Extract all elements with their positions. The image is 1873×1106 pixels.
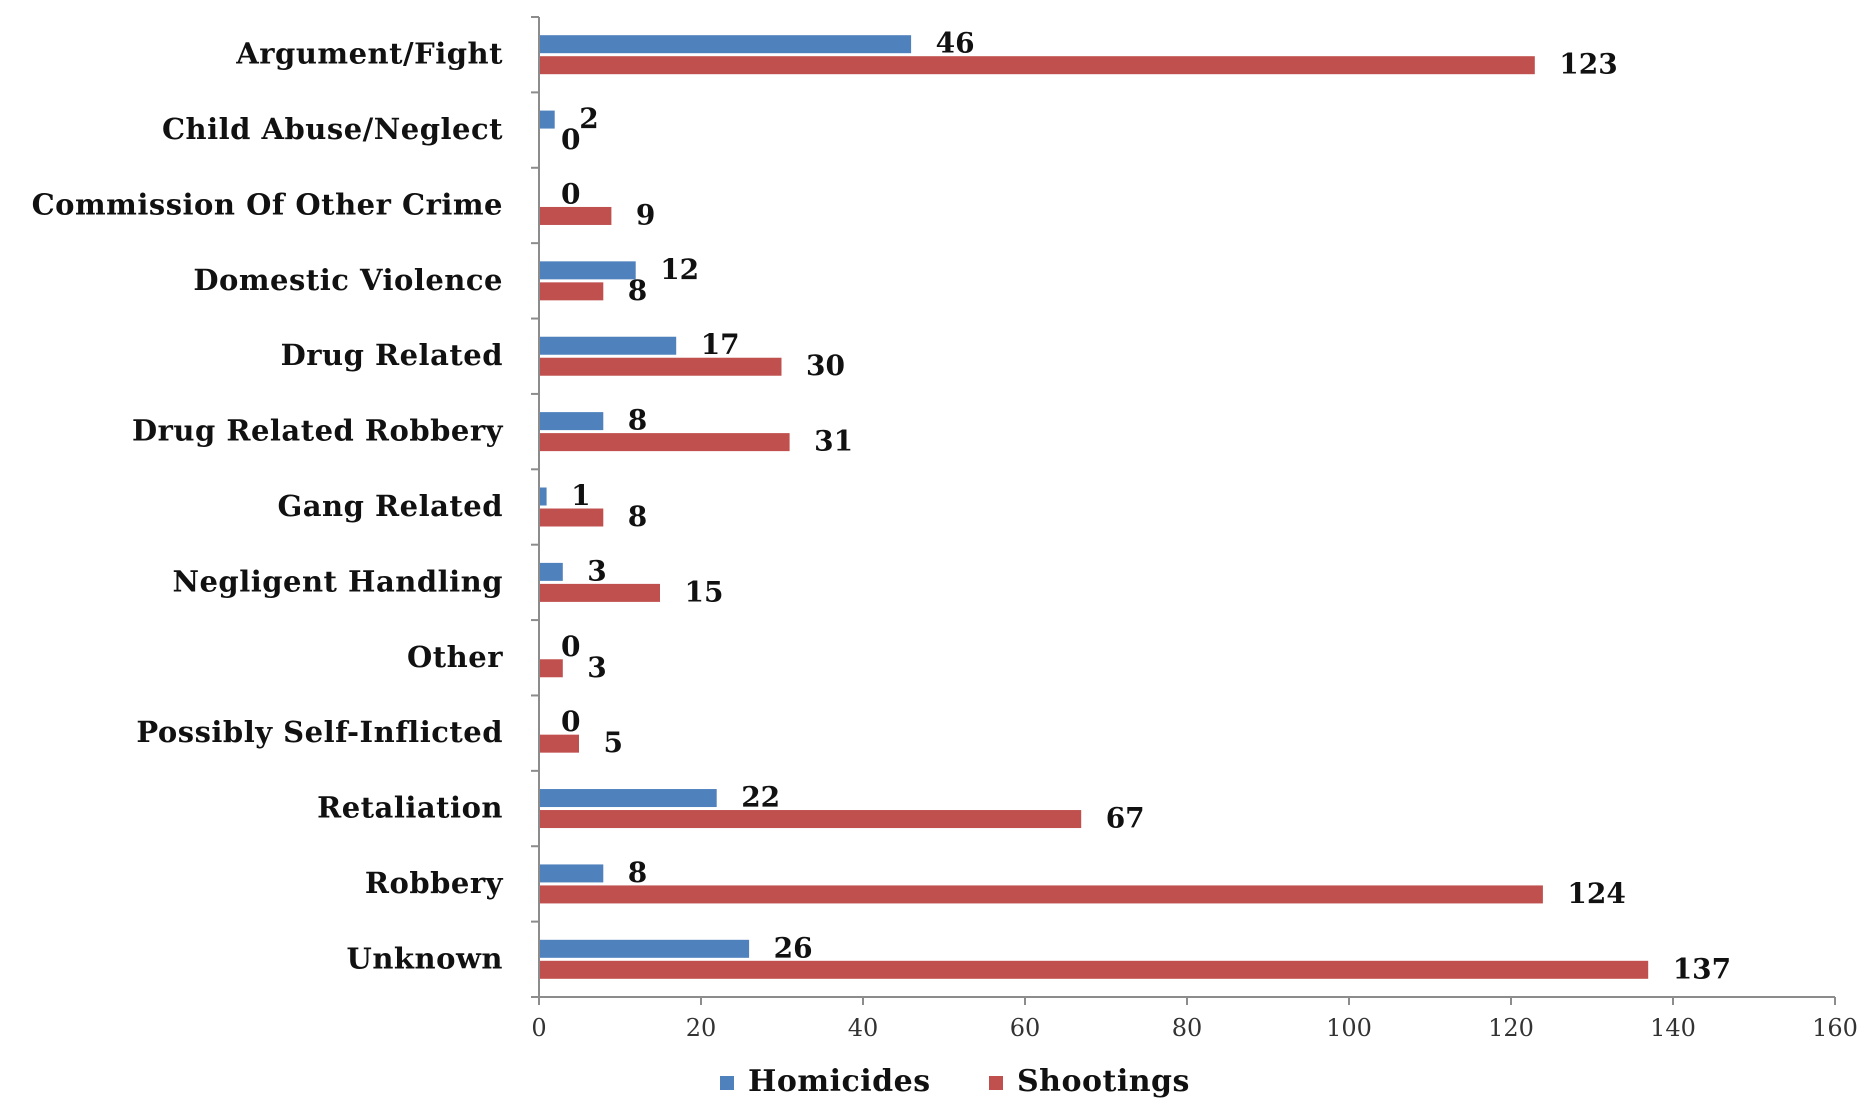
bar-homicides-robbery xyxy=(538,863,605,884)
bar-homicides-drug-related-robbery xyxy=(538,411,605,432)
data-label-shootings-drug-related: 30 xyxy=(806,349,845,382)
data-label-shootings-commission-of-other-crime: 9 xyxy=(636,198,655,231)
bar-homicides-drug-related xyxy=(538,335,678,356)
data-label-shootings-gang-related: 8 xyxy=(628,500,647,533)
category-label-negligent-handling: Negligent Handling xyxy=(172,564,503,598)
data-label-shootings-other: 3 xyxy=(587,651,606,684)
category-label-unknown: Unknown xyxy=(347,941,503,975)
category-label-argument-fight: Argument/Fight xyxy=(235,37,503,71)
data-label-homicides-unknown: 26 xyxy=(774,931,813,964)
category-labels: Argument/Fight Child Abuse/Neglect Commiss… xyxy=(32,37,504,976)
data-label-shootings-unknown: 137 xyxy=(1673,952,1731,985)
legend-swatch-shootings xyxy=(989,1076,1003,1090)
bar-shootings-other xyxy=(538,658,564,679)
legend: Homicides Shootings xyxy=(720,1064,1190,1099)
category-label-drug-related: Drug Related xyxy=(281,338,503,372)
bar-shootings-domestic-violence xyxy=(538,281,605,302)
data-label-homicides-drug-related-robbery: 8 xyxy=(628,404,647,437)
bar-homicides-gang-related xyxy=(538,486,548,507)
bar-shootings-robbery xyxy=(538,884,1544,905)
category-label-commission-of-other-crime: Commission Of Other Crime xyxy=(32,187,503,221)
legend-label-homicides: Homicides xyxy=(748,1064,931,1099)
x-axis-ticks: 0 20 40 60 80 100 120 140 160 xyxy=(531,997,1858,1042)
bar-homicides-negligent-handling xyxy=(538,561,564,582)
x-tick-label-60: 60 xyxy=(1010,1014,1041,1042)
axes xyxy=(531,16,1835,998)
data-label-homicides-gang-related: 1 xyxy=(571,479,590,512)
x-tick-label-160: 160 xyxy=(1812,1014,1858,1042)
data-label-homicides-other: 0 xyxy=(561,630,580,663)
category-label-child-abuse-neglect: Child Abuse/Neglect xyxy=(162,112,503,146)
category-label-retaliation: Retaliation xyxy=(317,791,503,825)
x-tick-label-120: 120 xyxy=(1488,1014,1534,1042)
data-label-shootings-negligent-handling: 15 xyxy=(685,575,724,608)
data-label-homicides-possibly-self-inflicted: 0 xyxy=(561,705,580,738)
data-label-homicides-negligent-handling: 3 xyxy=(587,554,606,587)
bar-shootings-drug-related xyxy=(538,356,783,377)
bar-homicides-retaliation xyxy=(538,788,718,809)
category-label-gang-related: Gang Related xyxy=(278,489,504,523)
category-label-other: Other xyxy=(407,640,503,674)
legend-label-shootings: Shootings xyxy=(1017,1064,1190,1099)
x-tick-label-100: 100 xyxy=(1326,1014,1372,1042)
bar-homicides-domestic-violence xyxy=(538,260,637,281)
bar-shootings-unknown xyxy=(538,959,1650,980)
category-label-robbery: Robbery xyxy=(365,866,504,900)
bar-homicides-child-abuse-neglect xyxy=(538,109,556,130)
data-label-shootings-possibly-self-inflicted: 5 xyxy=(604,726,623,759)
x-tick-label-40: 40 xyxy=(848,1014,879,1042)
data-label-homicides-child-abuse-neglect: 2 xyxy=(579,102,598,135)
category-label-possibly-self-inflicted: Possibly Self-Inflicted xyxy=(136,715,503,749)
data-label-shootings-retaliation: 67 xyxy=(1106,802,1145,835)
x-tick-label-0: 0 xyxy=(531,1014,546,1042)
data-labels: 4612320091281730831183150305226781242613… xyxy=(561,27,1731,986)
x-tick-label-20: 20 xyxy=(686,1014,717,1042)
bars xyxy=(538,34,1650,980)
data-label-shootings-argument-fight: 123 xyxy=(1559,48,1617,81)
bar-homicides-argument-fight xyxy=(538,34,913,55)
category-label-domestic-violence: Domestic Violence xyxy=(193,263,503,297)
data-label-shootings-domestic-violence: 8 xyxy=(628,274,647,307)
data-label-homicides-drug-related: 17 xyxy=(701,328,740,361)
data-label-shootings-robbery: 124 xyxy=(1567,877,1625,910)
data-label-homicides-robbery: 8 xyxy=(628,856,647,889)
x-tick-label-80: 80 xyxy=(1172,1014,1203,1042)
data-label-shootings-drug-related-robbery: 31 xyxy=(814,425,853,458)
data-label-homicides-argument-fight: 46 xyxy=(936,27,975,60)
data-label-shootings-child-abuse-neglect: 0 xyxy=(561,123,580,156)
bar-homicides-unknown xyxy=(538,938,751,959)
data-label-homicides-retaliation: 22 xyxy=(741,781,780,814)
bar-shootings-argument-fight xyxy=(538,55,1536,76)
x-tick-label-140: 140 xyxy=(1650,1014,1696,1042)
category-label-drug-related-robbery: Drug Related Robbery xyxy=(132,414,504,448)
data-label-homicides-commission-of-other-crime: 0 xyxy=(561,177,580,210)
legend-swatch-homicides xyxy=(720,1076,734,1090)
bar-shootings-retaliation xyxy=(538,809,1083,830)
bar-shootings-drug-related-robbery xyxy=(538,432,791,453)
data-label-homicides-domestic-violence: 12 xyxy=(660,253,699,286)
